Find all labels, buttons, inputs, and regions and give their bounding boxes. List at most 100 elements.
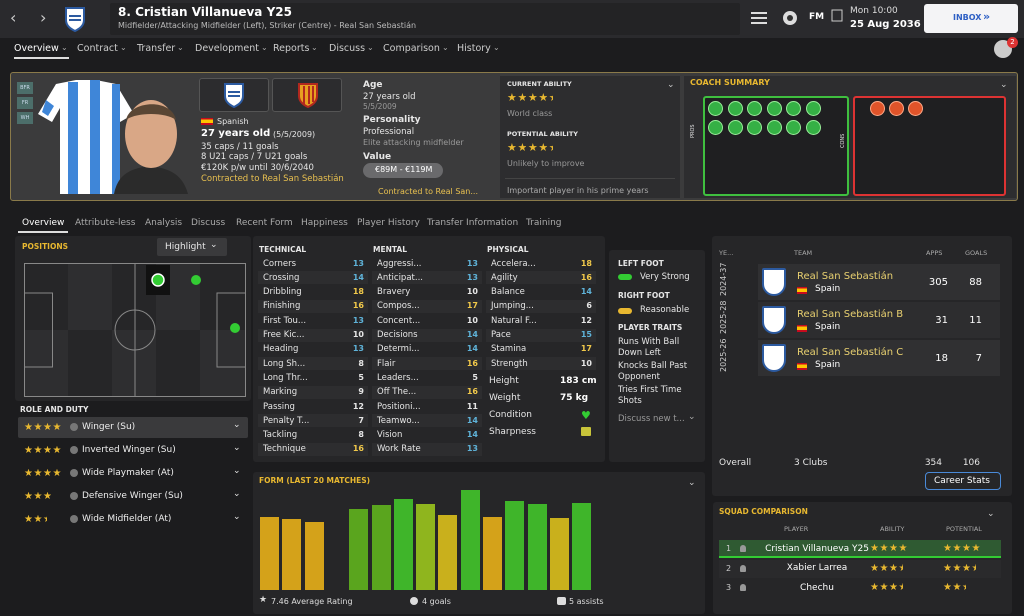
attr-row [372, 314, 482, 328]
title-box [110, 3, 740, 35]
back-button[interactable]: ‹ [10, 8, 17, 27]
nav-item[interactable]: History [457, 43, 491, 54]
inbox-label[interactable]: INBOX [953, 13, 982, 22]
sub-tab[interactable]: Attribute-less [75, 218, 136, 228]
nav-item[interactable]: Comparison [383, 43, 440, 54]
star: ★ [517, 92, 527, 103]
star: ★ [43, 515, 47, 525]
forward-button[interactable]: › [40, 8, 47, 27]
left-foot-label: LEFT FOOT [618, 259, 664, 268]
overall-apps: 354 [924, 458, 942, 468]
squad-row [719, 579, 1001, 597]
game-time: Mon 10:00 [850, 6, 898, 16]
attr-name: Finishing [263, 301, 301, 312]
potential-text: Unlikely to improve [507, 159, 585, 168]
career-stats-button[interactable]: Career Stats [925, 472, 1001, 490]
side-tab[interactable]: WH [17, 112, 33, 124]
sub-tab[interactable]: Discuss [191, 218, 226, 228]
role-caret: ⌄ [233, 489, 241, 499]
side-tab[interactable]: FR [17, 97, 33, 109]
inbox-button[interactable] [924, 4, 1018, 33]
attr-name: Agility [491, 272, 518, 283]
sub-tab[interactable]: Recent Form [236, 218, 293, 228]
squad-person-icon [740, 584, 746, 591]
attr-row [486, 285, 596, 299]
star: ★ [52, 423, 61, 433]
sub-tab[interactable]: Player History [357, 218, 420, 228]
nav-item[interactable]: Development [195, 43, 259, 54]
role-row[interactable] [18, 417, 248, 438]
side-tab[interactable]: BFR [17, 82, 33, 94]
attr-row [486, 314, 596, 328]
form-footer: 4 goals [422, 597, 451, 606]
squad-header: PLAYER [784, 525, 809, 533]
highlight-dropdown[interactable] [157, 238, 227, 256]
dropdown-caret: ⌄ [177, 43, 184, 52]
attr-name: Long Sh... [263, 358, 306, 369]
inbox-arrow: » [983, 10, 991, 23]
nav-item[interactable]: Transfer [137, 43, 176, 54]
fm-logo[interactable]: FM [809, 12, 825, 22]
attr-value: 13 [352, 344, 364, 354]
attr-name: Vision [377, 430, 403, 441]
positions-title: POSITIONS [22, 242, 69, 251]
nav-item[interactable]: Contract [77, 43, 118, 54]
star: ★ [24, 492, 32, 502]
star: ★ [943, 544, 951, 554]
bar [505, 500, 525, 590]
attr-row [372, 342, 482, 356]
assist-icon [557, 597, 566, 605]
attr-value: 6 [586, 301, 592, 311]
squad-name: Chechu [800, 582, 834, 593]
pro-icon [708, 101, 723, 116]
value-contract: Contracted to Real San... [378, 187, 478, 196]
menu-icon[interactable] [750, 10, 768, 26]
attr-row [258, 314, 368, 328]
history-header: APPS [926, 249, 943, 257]
attr-name: Dribbling [263, 287, 302, 298]
sub-tab[interactable]: Transfer Information [427, 218, 519, 228]
role-name: Winger (Su) [82, 422, 136, 432]
info-icon [70, 492, 78, 500]
attr-name: Pace [491, 330, 511, 340]
nav-item[interactable]: Reports [273, 43, 310, 54]
spain-flag [797, 325, 807, 332]
attr-value: 13 [352, 258, 364, 268]
highlight-label: Highlight [165, 242, 206, 252]
sub-tab[interactable]: Training [526, 218, 562, 228]
star: ★ [33, 492, 42, 502]
attr-header: MENTAL [373, 245, 407, 254]
bar [304, 522, 324, 590]
attr-row [258, 285, 368, 299]
history-year: 2025-28 [719, 300, 728, 334]
role-caret: ⌄ [233, 420, 241, 430]
attr-name: Jumping... [491, 301, 534, 312]
calendar-icon [831, 9, 843, 22]
con-icon [870, 101, 885, 116]
football-icon[interactable] [782, 9, 798, 27]
sub-tab[interactable]: Happiness [301, 218, 348, 228]
nav-item[interactable]: Overview [14, 43, 59, 54]
team-nation: Spain [815, 360, 841, 370]
squad-name: Cristian Villanueva Y25 [765, 543, 869, 554]
bar [416, 503, 436, 590]
pro-icon [727, 120, 743, 135]
attr-row [486, 271, 596, 285]
sub-tab[interactable]: Analysis [145, 218, 183, 228]
form-footer: 5 assists [569, 597, 604, 606]
nav-item[interactable]: Discuss [329, 43, 366, 54]
attr-row [258, 385, 368, 399]
attr-name: Natural F... [491, 315, 537, 326]
attr-name: Aggressi... [377, 258, 422, 269]
personality-note: Elite attacking midfielder [363, 138, 464, 147]
spain-flag [797, 363, 807, 370]
squad-panel [713, 502, 1012, 614]
attr-row [258, 271, 368, 285]
squad-header: ABILITY [880, 525, 905, 533]
notification-badge: 2 [1007, 37, 1018, 48]
sub-tab[interactable]: Overview [22, 218, 65, 228]
attr-row [372, 371, 482, 385]
history-header: GOALS [965, 249, 988, 257]
attr-name: Balance [491, 287, 525, 298]
